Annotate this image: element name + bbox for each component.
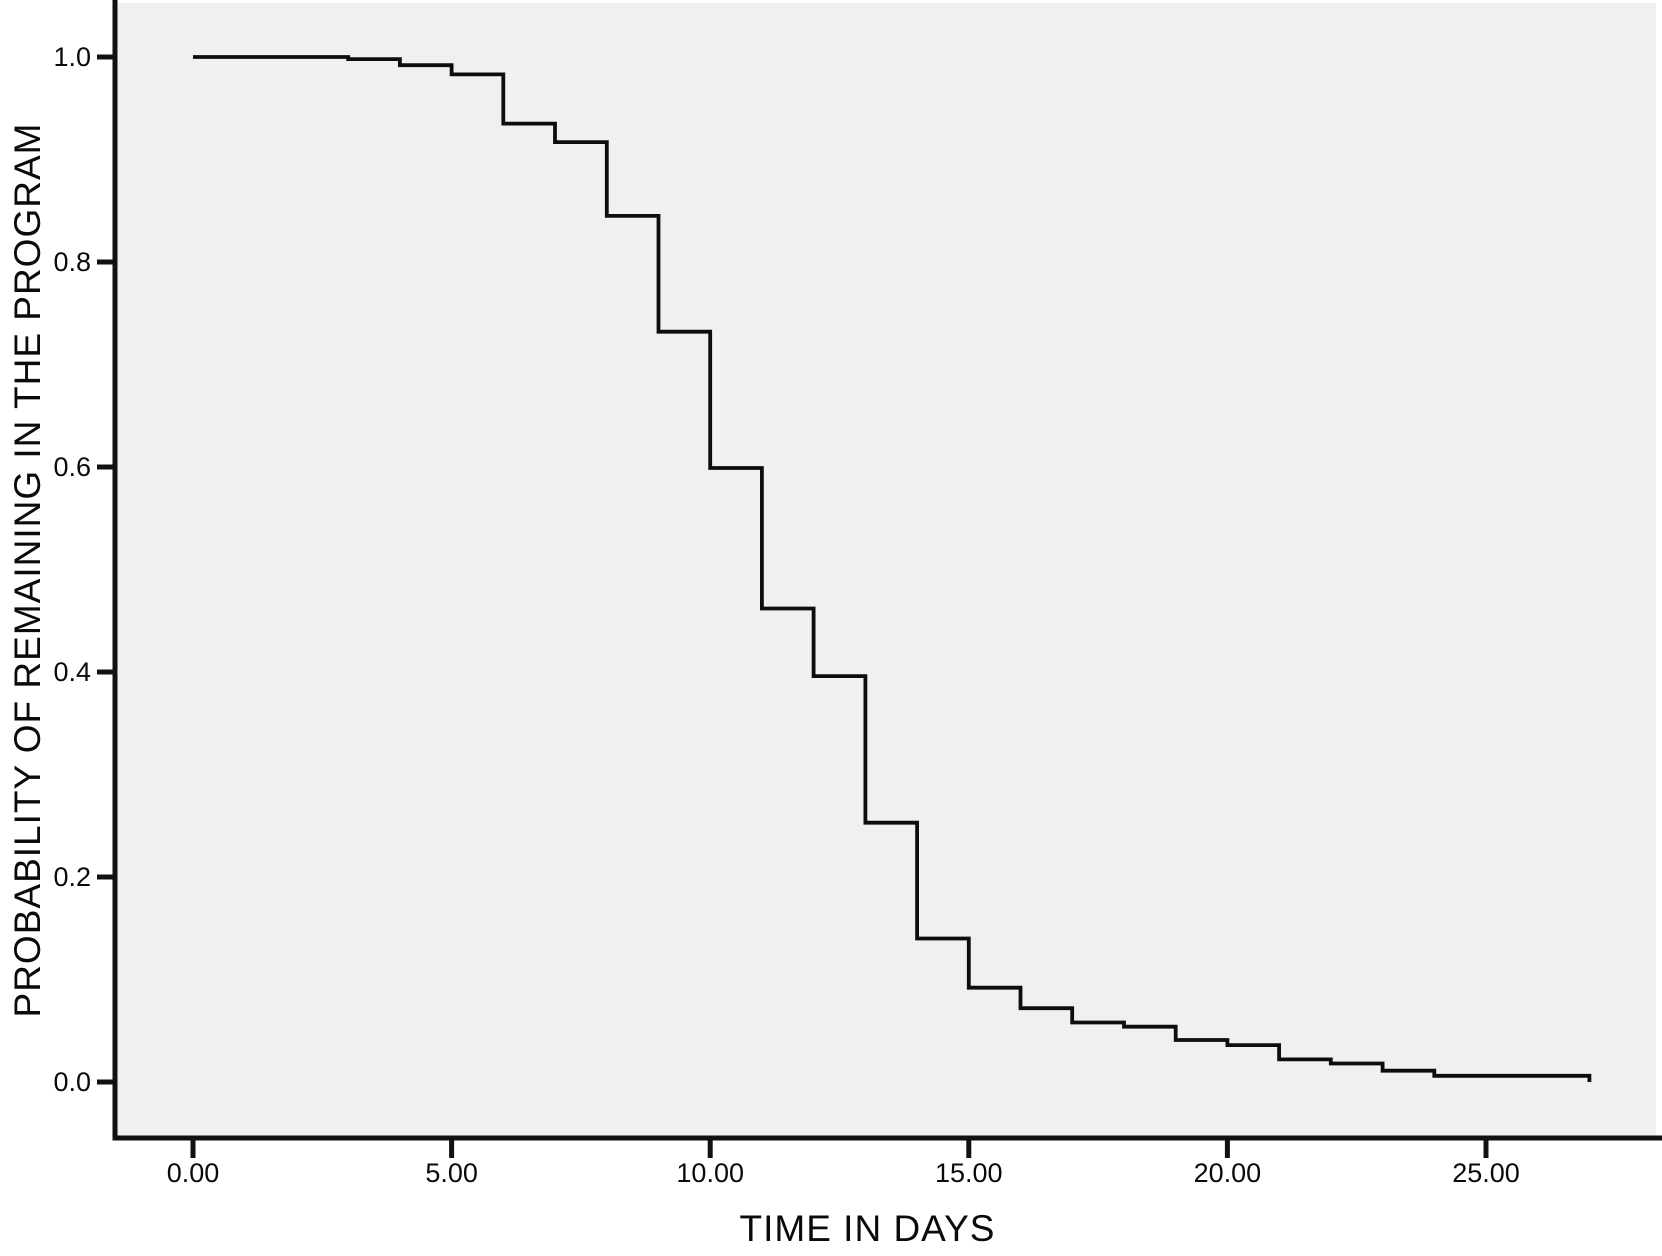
y-axis-ticks: 0.0 0.2 0.4 0.6 0.8 1.0 bbox=[53, 42, 115, 1097]
x-tick-label: 15.00 bbox=[935, 1158, 1003, 1188]
survival-curve bbox=[193, 55, 1592, 1082]
y-tick-label: 0.8 bbox=[53, 247, 91, 277]
x-tick-label: 20.00 bbox=[1194, 1158, 1262, 1188]
y-tick-label: 0.6 bbox=[53, 452, 91, 482]
x-axis-title: TIME IN DAYS bbox=[739, 1208, 996, 1249]
y-tick-label: 0.2 bbox=[53, 862, 91, 892]
x-tick-label: 0.00 bbox=[167, 1158, 220, 1188]
x-tick-label: 10.00 bbox=[676, 1158, 744, 1188]
y-tick-label: 0.0 bbox=[53, 1067, 91, 1097]
plot-area-background bbox=[115, 3, 1656, 1138]
x-tick-label: 25.00 bbox=[1452, 1158, 1520, 1188]
y-axis-title: PROBABILITY OF REMAINING IN THE PROGRAM bbox=[7, 122, 48, 1018]
y-tick-label: 1.0 bbox=[53, 42, 91, 72]
x-tick-label: 5.00 bbox=[425, 1158, 478, 1188]
y-tick-label: 0.4 bbox=[53, 657, 91, 687]
x-axis-ticks: 0.00 5.00 10.00 15.00 20.00 25.00 bbox=[167, 1138, 1520, 1188]
